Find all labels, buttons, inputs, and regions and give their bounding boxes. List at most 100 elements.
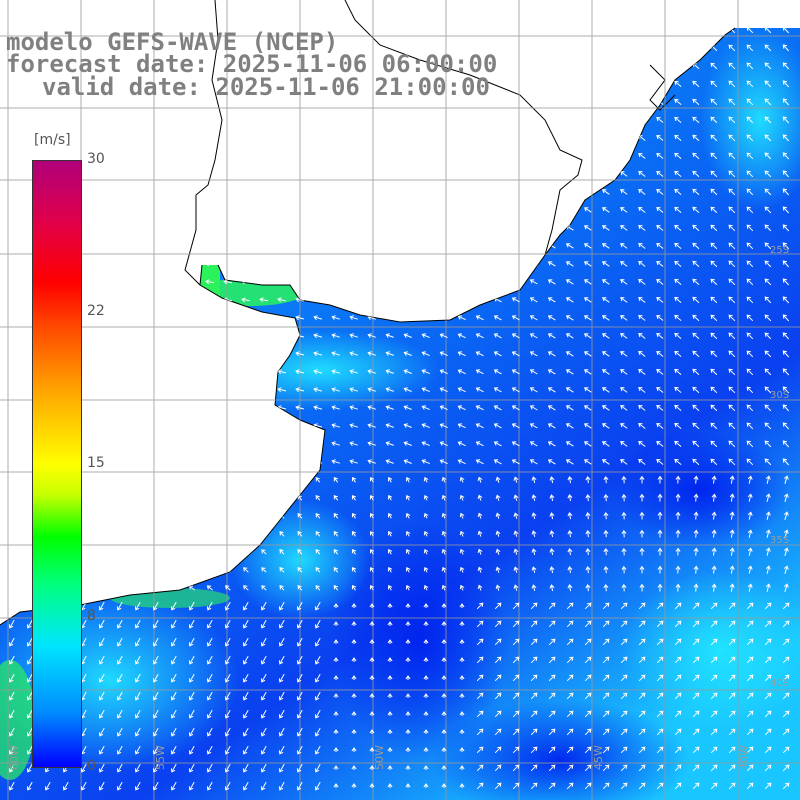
wind-arrow: [674, 422, 682, 429]
wind-arrow: [97, 351, 106, 357]
wind-arrow: [601, 459, 610, 465]
wind-arrow: [206, 477, 213, 483]
wind-arrow: [747, 529, 753, 538]
wind-arrow: [548, 656, 556, 664]
wind-arrow: [387, 693, 393, 698]
wind-arrow: [494, 782, 502, 790]
wind-arrow: [638, 80, 646, 87]
wind-arrow: [278, 763, 285, 773]
wind-arrow: [457, 207, 466, 213]
wind-arrow: [656, 728, 664, 736]
wind-arrow: [764, 116, 772, 124]
wind-arrow: [331, 351, 340, 357]
wind-arrow: [601, 225, 610, 231]
wind-arrow: [764, 404, 772, 412]
wind-arrow: [313, 189, 323, 195]
wind-arrow: [512, 674, 520, 682]
wind-arrow: [783, 583, 789, 592]
wind-arrow: [746, 332, 754, 340]
wind-arrow: [675, 565, 681, 574]
wind-arrow: [351, 765, 357, 770]
wind-arrow: [152, 763, 159, 773]
wind-arrow: [423, 584, 429, 591]
wind-arrow: [206, 637, 213, 647]
wind-arrow: [333, 675, 339, 680]
wind-arrow: [513, 476, 519, 483]
wind-arrow: [494, 728, 502, 736]
wind-arrow: [115, 117, 125, 123]
wind-arrow: [566, 692, 574, 700]
wind-arrow: [674, 404, 682, 411]
wind-arrow: [529, 28, 538, 33]
wind-arrow: [457, 351, 466, 357]
wind-arrow: [547, 369, 556, 375]
wind-arrow: [187, 387, 197, 393]
wind-arrow: [187, 351, 197, 357]
wind-arrow: [638, 638, 646, 646]
wind-arrow: [403, 459, 412, 464]
wind-arrow: [729, 565, 735, 574]
wind-arrow: [476, 764, 484, 772]
wind-arrow: [692, 602, 700, 610]
wind-arrow: [278, 745, 285, 755]
wind-arrow: [351, 603, 357, 608]
wind-arrow: [511, 225, 520, 231]
lat-label: 25S: [770, 245, 790, 256]
colorbar: [32, 160, 82, 768]
wind-arrow: [205, 135, 215, 141]
wind-arrow: [639, 529, 645, 538]
wind-arrow: [7, 99, 17, 105]
wind-arrow: [403, 333, 412, 338]
wind-arrow: [403, 153, 412, 158]
wind-arrow: [746, 368, 754, 376]
wind-arrow: [601, 81, 610, 87]
wind-arrow: [224, 513, 231, 519]
wind-arrow: [494, 674, 502, 682]
wind-arrow: [241, 315, 250, 321]
wind-arrow: [565, 369, 574, 375]
wind-arrow: [710, 278, 718, 286]
wind-arrow: [152, 619, 159, 629]
wind-arrow: [116, 745, 123, 755]
wind-arrow: [548, 674, 556, 682]
wind-arrow: [259, 279, 269, 285]
wind-arrow: [711, 511, 717, 520]
wind-arrow: [493, 189, 502, 195]
wind-arrow: [405, 476, 411, 483]
wind-arrow: [205, 387, 215, 393]
wind-arrow: [423, 783, 429, 788]
wind-arrow: [674, 28, 682, 33]
wind-arrow: [7, 585, 17, 591]
wind-arrow: [710, 692, 718, 700]
wind-arrow: [529, 171, 538, 177]
wind-arrow: [297, 585, 303, 591]
wind-arrow: [7, 387, 17, 393]
wind-arrow: [494, 602, 502, 610]
wind-arrow: [367, 369, 376, 374]
wind-arrow: [511, 405, 520, 411]
wind-arrow: [565, 117, 574, 123]
wind-arrow: [277, 135, 287, 141]
wind-arrow: [782, 656, 790, 664]
wind-arrow: [206, 763, 213, 773]
wind-arrow: [475, 117, 484, 123]
wind-arrow: [764, 260, 772, 268]
wind-arrow: [241, 243, 250, 249]
wind-arrow: [746, 728, 754, 736]
wind-arrow: [692, 458, 700, 466]
wind-arrow: [782, 440, 790, 448]
wind-arrow: [170, 673, 177, 683]
wind-arrow: [206, 601, 213, 611]
wind-arrow: [566, 728, 574, 736]
wind-arrow: [476, 710, 484, 718]
wind-arrow: [728, 692, 736, 700]
wind-arrow: [567, 584, 573, 592]
wind-arrow: [170, 637, 177, 647]
wind-arrow: [223, 171, 232, 177]
wind-arrow: [620, 351, 628, 357]
wind-arrow: [387, 530, 393, 537]
wind-arrow: [423, 512, 429, 519]
wind-arrow: [331, 135, 340, 141]
wind-arrow: [475, 28, 484, 33]
wind-arrow: [656, 404, 664, 411]
